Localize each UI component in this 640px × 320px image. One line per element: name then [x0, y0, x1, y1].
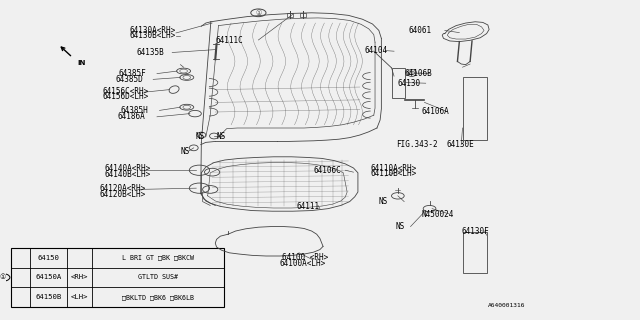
Text: 64150B: 64150B [35, 294, 61, 300]
Text: 64111C: 64111C [215, 36, 243, 44]
Text: 64385H: 64385H [120, 106, 148, 115]
Text: NS: NS [379, 197, 388, 206]
Text: 64120A<RH>: 64120A<RH> [100, 184, 146, 193]
Text: IN: IN [77, 60, 86, 66]
Text: 64130E: 64130E [447, 140, 474, 149]
Bar [287, 13, 293, 17]
Text: A640001316: A640001316 [488, 303, 525, 308]
Text: 64130: 64130 [398, 79, 421, 88]
Text: 64061: 64061 [408, 26, 432, 35]
Text: 64120B<LH>: 64120B<LH> [100, 190, 146, 199]
Text: 64150: 64150 [38, 255, 60, 260]
Text: 64104: 64104 [364, 46, 387, 55]
Text: 64140B<LH>: 64140B<LH> [104, 170, 150, 179]
Text: GTLTD SUS#: GTLTD SUS# [138, 275, 178, 280]
Text: 64110B<LH>: 64110B<LH> [371, 169, 417, 178]
Text: 64150A: 64150A [35, 275, 61, 280]
Bar [11, 248, 224, 307]
Text: N450024: N450024 [421, 210, 454, 219]
Text: NS: NS [216, 132, 226, 140]
Bar [392, 68, 406, 98]
Text: NS: NS [195, 132, 204, 140]
Text: ①: ① [0, 275, 5, 280]
Text: <LH>: <LH> [71, 294, 88, 300]
Text: 64130F: 64130F [461, 228, 489, 236]
Text: 64385D: 64385D [115, 75, 143, 84]
Bar [463, 232, 486, 273]
Text: <RH>: <RH> [71, 275, 88, 280]
Text: 64140A<RH>: 64140A<RH> [104, 164, 150, 173]
Text: 64156D<LH>: 64156D<LH> [102, 92, 148, 101]
Text: 64106B: 64106B [404, 69, 432, 78]
Bar [300, 13, 306, 17]
Text: NS: NS [396, 222, 405, 231]
Text: L BRI GT □BK □BKCW: L BRI GT □BK □BKCW [122, 255, 194, 260]
Text: NS: NS [180, 147, 189, 156]
Text: 64385F: 64385F [119, 69, 147, 78]
Text: 64100A<LH>: 64100A<LH> [280, 260, 326, 268]
Text: 64106C: 64106C [314, 166, 341, 175]
Text: ①: ① [255, 10, 262, 16]
Text: 64130B<LH>: 64130B<LH> [130, 31, 176, 40]
Text: 64135B: 64135B [136, 48, 164, 57]
Text: 64100 <RH>: 64100 <RH> [282, 253, 328, 262]
Text: □BKLTD □BK6 □BK6LB: □BKLTD □BK6 □BK6LB [122, 294, 194, 300]
Text: 64156C<RH>: 64156C<RH> [102, 87, 148, 96]
Text: 64111: 64111 [296, 202, 319, 211]
Bar [463, 77, 486, 140]
Text: FIG.343-2: FIG.343-2 [396, 140, 438, 149]
Text: 64106A: 64106A [421, 107, 449, 116]
Text: 64130A<RH>: 64130A<RH> [130, 26, 176, 35]
Text: 64186A: 64186A [117, 112, 145, 121]
Text: 64110A<RH>: 64110A<RH> [371, 164, 417, 172]
